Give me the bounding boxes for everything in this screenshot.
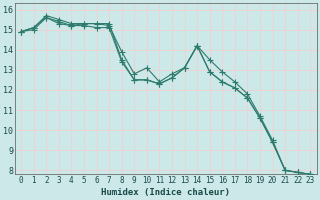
X-axis label: Humidex (Indice chaleur): Humidex (Indice chaleur) xyxy=(101,188,230,197)
